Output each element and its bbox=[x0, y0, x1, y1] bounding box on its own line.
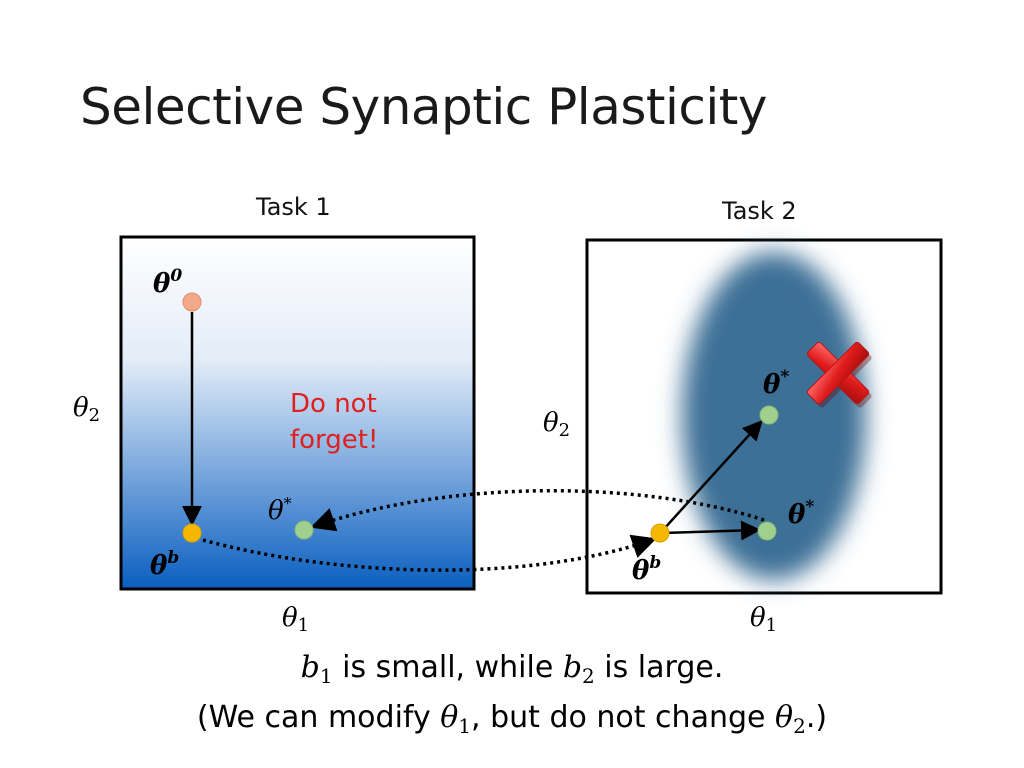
task2-arrow-right bbox=[662, 520, 761, 541]
caption-line-1: b1 is small, while b2 is large. bbox=[300, 650, 724, 688]
task2-thetastar-top-label: θ* bbox=[763, 367, 790, 400]
task2-arrow-up bbox=[662, 420, 763, 531]
task2-label: Task 2 bbox=[722, 197, 797, 225]
cross-icon bbox=[806, 341, 872, 408]
warning-line-1: Do not bbox=[290, 389, 377, 419]
task2-thetastar-top-point bbox=[759, 405, 779, 425]
task2-axis-y-label: θ2 bbox=[543, 408, 571, 441]
caption-line-2: (We can modify θ1, but do not change θ2.… bbox=[196, 700, 828, 738]
task1-axis-y-label: θ2 bbox=[73, 393, 101, 426]
task1-thetastar-label: θ* bbox=[268, 494, 292, 526]
warning-line-2: forget! bbox=[290, 425, 379, 455]
task1-label: Task 1 bbox=[256, 193, 331, 221]
task2-thetastar-right-label: θ* bbox=[788, 497, 815, 530]
task2-thetab-label: θb bbox=[632, 553, 662, 586]
transfer-arrow-forward bbox=[202, 534, 657, 572]
task1-axis-x-label: θ1 bbox=[282, 603, 310, 636]
slide-title: Selective Synaptic Plasticity bbox=[80, 78, 767, 136]
task2-thetastar-right-point bbox=[757, 521, 777, 541]
task1-thetab-point bbox=[182, 523, 202, 543]
task1-theta0-point bbox=[182, 292, 202, 312]
task1-thetab-label: θb bbox=[150, 548, 180, 581]
do-not-forget-text: Do not forget! bbox=[290, 386, 420, 458]
task1-theta0-label: θ0 bbox=[153, 266, 183, 299]
task1-thetastar-point bbox=[294, 520, 314, 540]
task2-thetab-point bbox=[650, 523, 670, 543]
task2-axis-x-label: θ1 bbox=[750, 603, 778, 636]
transfer-arrow-backward bbox=[310, 489, 765, 532]
